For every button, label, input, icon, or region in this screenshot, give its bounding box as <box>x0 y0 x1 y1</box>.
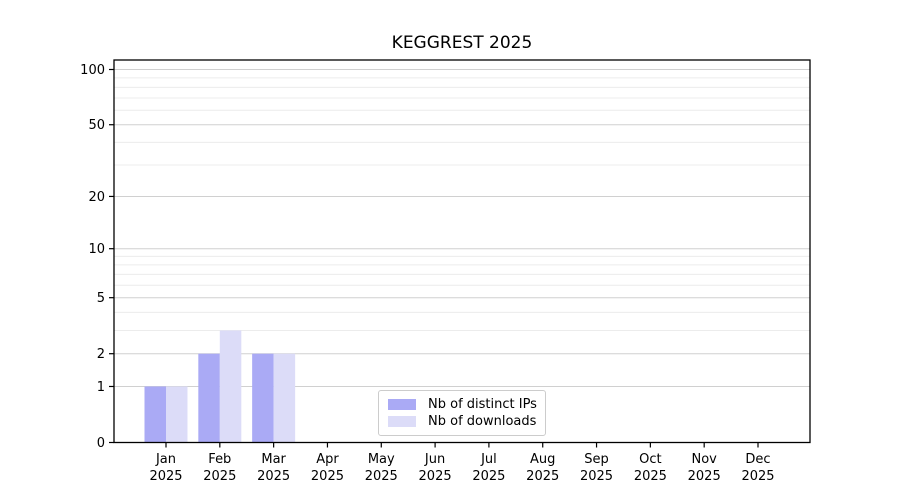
legend-label-distinct-ips: Nb of distinct IPs <box>428 396 537 412</box>
x-tick-label-month-mar: Mar <box>261 452 286 467</box>
y-tick-label-20: 20 <box>88 190 105 205</box>
x-tick-label-month-may: May <box>368 452 395 467</box>
y-tick-label-10: 10 <box>88 242 105 257</box>
y-tick-label-0: 0 <box>97 436 105 451</box>
bar-nb-of-downloads-feb <box>219 330 242 443</box>
x-tick-label-year-dec: 2025 <box>741 469 774 484</box>
legend-swatch-distinct-ips <box>388 399 416 410</box>
y-tick-label-1: 1 <box>97 380 105 395</box>
x-tick-label-year-jun: 2025 <box>419 469 452 484</box>
legend-swatch-downloads <box>388 416 416 427</box>
legend-item-downloads: Nb of downloads <box>388 414 537 430</box>
legend: Nb of distinct IPs Nb of downloads <box>378 390 546 436</box>
x-tick-label-year-jul: 2025 <box>472 469 505 484</box>
x-tick-label-month-jan: Jan <box>155 452 176 467</box>
bar-nb-of-distinct-ips-jan <box>144 386 166 443</box>
y-tick-label-2: 2 <box>97 347 105 362</box>
x-tick-label-month-jun: Jun <box>424 452 445 467</box>
bar-nb-of-distinct-ips-mar <box>252 353 274 443</box>
bar-nb-of-distinct-ips-feb <box>198 353 220 443</box>
x-tick-label-month-jul: Jul <box>480 452 497 467</box>
x-tick-label-month-feb: Feb <box>208 452 231 467</box>
x-tick-label-year-apr: 2025 <box>311 469 344 484</box>
legend-item-distinct-ips: Nb of distinct IPs <box>388 397 537 413</box>
bar-nb-of-downloads-jan <box>166 386 188 443</box>
y-tick-label-100: 100 <box>80 63 105 78</box>
x-tick-label-month-sep: Sep <box>584 452 609 467</box>
x-tick-label-year-jan: 2025 <box>149 469 182 484</box>
plot-frame <box>113 59 811 444</box>
x-tick-label-year-may: 2025 <box>365 469 398 484</box>
x-tick-label-month-oct: Oct <box>639 452 661 467</box>
bar-nb-of-downloads-mar <box>273 353 296 443</box>
x-tick-label-year-aug: 2025 <box>526 469 559 484</box>
x-tick-label-month-dec: Dec <box>745 452 770 467</box>
x-tick-label-year-oct: 2025 <box>634 469 667 484</box>
x-tick-label-year-nov: 2025 <box>688 469 721 484</box>
x-tick-label-year-mar: 2025 <box>257 469 290 484</box>
x-tick-label-year-feb: 2025 <box>203 469 236 484</box>
x-tick-label-month-aug: Aug <box>530 452 555 467</box>
y-tick-label-5: 5 <box>97 291 105 306</box>
x-tick-label-month-apr: Apr <box>316 452 339 467</box>
y-tick-label-50: 50 <box>88 118 105 133</box>
x-tick-label-year-sep: 2025 <box>580 469 613 484</box>
chart-title: KEGGREST 2025 <box>391 33 533 53</box>
x-tick-label-month-nov: Nov <box>691 452 717 467</box>
legend-label-downloads: Nb of downloads <box>428 413 537 429</box>
